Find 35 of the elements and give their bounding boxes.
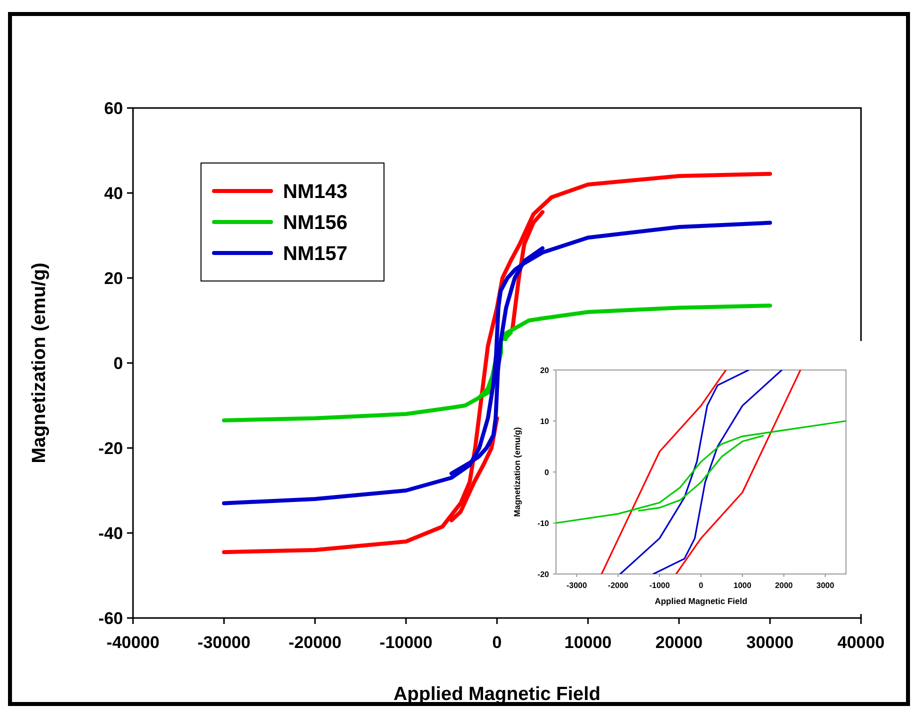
x-tick-label: 0 (698, 581, 704, 590)
y-tick-label: 0 (544, 468, 550, 477)
x-tick-label: -10000 (380, 633, 432, 652)
x-tick-label: -3000 (566, 581, 588, 590)
y-tick-label: 40 (104, 184, 123, 203)
x-tick-label: 30000 (746, 633, 794, 652)
legend-label: NM156 (283, 212, 348, 234)
y-tick-label: -10 (537, 518, 550, 528)
x-axis-title: Applied Magnetic Field (394, 684, 600, 705)
x-tick-label: 40000 (837, 633, 885, 652)
x-axis-title: Applied Magnetic Field (654, 596, 748, 606)
x-tick-label: -30000 (198, 633, 250, 652)
y-tick-label: -20 (537, 570, 550, 579)
y-tick-label: 20 (540, 366, 550, 375)
x-tick-label: 20000 (655, 633, 703, 652)
y-tick-label: -40 (98, 524, 123, 543)
y-axis-title: Magnetization (emu/g) (29, 262, 50, 464)
x-tick-label: 3000 (816, 581, 835, 590)
x-tick-label: -1000 (649, 581, 670, 590)
x-tick-label: -40000 (106, 633, 160, 652)
y-tick-label: 60 (104, 98, 123, 118)
x-tick-label: 1000 (734, 581, 752, 590)
legend-label: NM143 (283, 181, 348, 203)
x-tick-label: 10000 (564, 633, 612, 652)
y-tick-label: 10 (540, 416, 550, 426)
y-tick-label: -60 (98, 608, 123, 628)
y-tick-label: -20 (98, 438, 123, 458)
x-tick-label: -2000 (608, 581, 629, 590)
x-tick-label: -20000 (288, 633, 342, 652)
legend-label: NM157 (283, 243, 348, 265)
y-axis-title: Magnetization (emu/g) (512, 426, 522, 517)
x-tick-label: 2000 (774, 581, 794, 590)
x-tick-label: 0 (492, 633, 502, 652)
y-tick-label: 0 (114, 354, 123, 373)
y-tick-label: 20 (104, 268, 123, 288)
